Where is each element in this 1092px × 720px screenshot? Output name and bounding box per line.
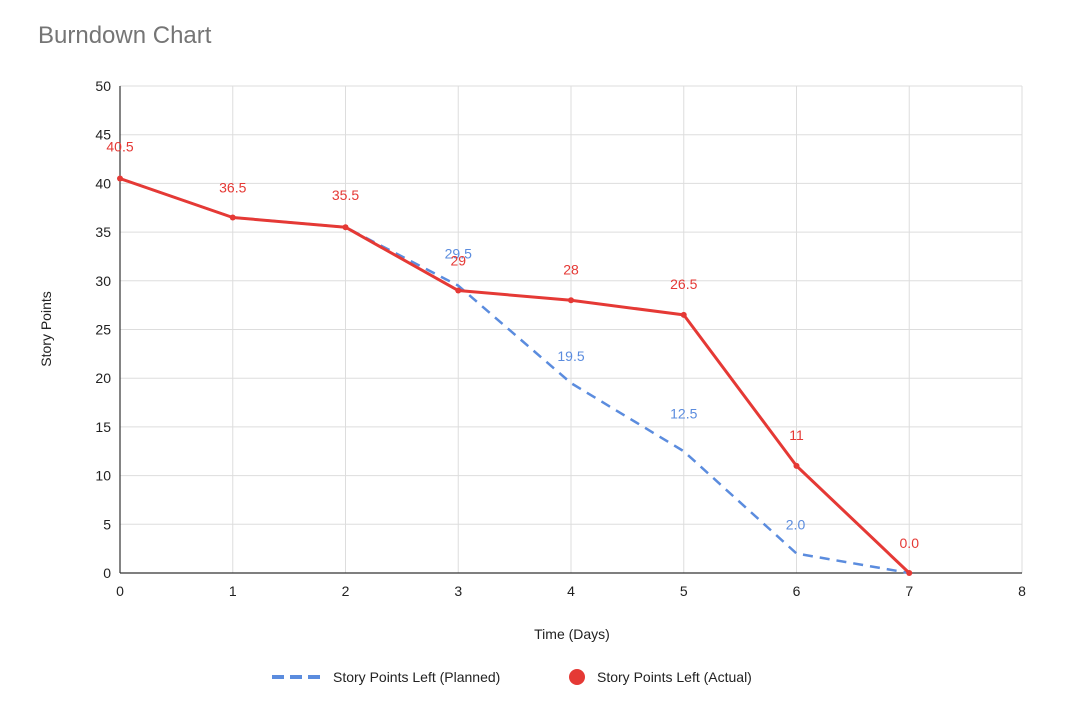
data-label-actual: 29 (450, 253, 466, 269)
data-label-planned: 29.5 (445, 246, 472, 262)
data-label-actual: 26.5 (670, 276, 697, 292)
data-point-actual[interactable] (568, 297, 574, 304)
y-tick-label: 10 (95, 468, 111, 484)
data-label-actual: 28 (563, 261, 579, 277)
legend: Story Points Left (Planned) Story Points… (272, 669, 752, 685)
data-label-planned: 12.5 (670, 405, 697, 421)
data-label-planned: 19.5 (557, 348, 584, 364)
grid (119, 85, 1023, 574)
legend-item-actual[interactable]: Story Points Left (Actual) (569, 669, 752, 685)
y-tick-label: 40 (95, 175, 111, 191)
y-tick-label: 45 (95, 127, 111, 143)
x-tick-label: 8 (1018, 583, 1026, 599)
data-label-planned: 2.0 (786, 517, 806, 533)
series-line-planned[interactable] (119, 177, 910, 575)
chart-title: Burndown Chart (38, 22, 212, 49)
data-point-actual[interactable] (229, 214, 236, 221)
data-point-actual[interactable] (793, 462, 800, 469)
data-point-actual[interactable] (117, 175, 123, 182)
series (117, 175, 913, 576)
y-axis-title: Story Points (38, 291, 54, 366)
series-line-actual[interactable] (119, 177, 911, 575)
data-label-actual: 0.0 (900, 535, 920, 551)
data-label-actual: 35.5 (332, 187, 359, 203)
legend-label-actual: Story Points Left (Actual) (597, 669, 752, 685)
data-point-actual[interactable] (906, 570, 913, 576)
x-tick-label: 5 (680, 583, 688, 599)
y-tick-label: 20 (95, 370, 111, 386)
y-tick-label: 0 (103, 565, 111, 581)
x-tick-label: 6 (793, 583, 801, 599)
x-axis-title: Time (Days) (534, 626, 610, 642)
legend-item-planned[interactable]: Story Points Left (Planned) (272, 669, 500, 685)
y-tick-label: 35 (95, 224, 111, 240)
y-tick-label: 5 (103, 516, 111, 532)
x-tick-label: 0 (116, 583, 124, 599)
data-label-actual: 40.5 (106, 139, 133, 155)
data-point-actual[interactable] (455, 287, 462, 294)
x-tick-label: 7 (905, 583, 913, 599)
x-tick-label: 3 (454, 583, 462, 599)
data-label-actual: 36.5 (219, 179, 246, 195)
legend-swatch-actual (569, 669, 585, 685)
legend-label-planned: Story Points Left (Planned) (333, 669, 500, 685)
y-tick-label: 25 (95, 322, 111, 338)
x-tick-label: 4 (567, 583, 575, 599)
y-tick-label: 15 (95, 419, 111, 435)
data-label-actual: 11 (789, 427, 804, 443)
x-tick-label: 1 (229, 583, 237, 599)
x-tick-label: 2 (342, 583, 350, 599)
y-tick-label: 30 (95, 273, 111, 289)
y-tick-label: 50 (95, 78, 111, 94)
data-labels: 29.5 19.5 12.5 2.0 40.5 36.5 35.5 29 28 26.5 11 0.0 (106, 139, 919, 551)
data-point-actual[interactable] (342, 224, 349, 231)
data-point-actual[interactable] (680, 311, 687, 318)
